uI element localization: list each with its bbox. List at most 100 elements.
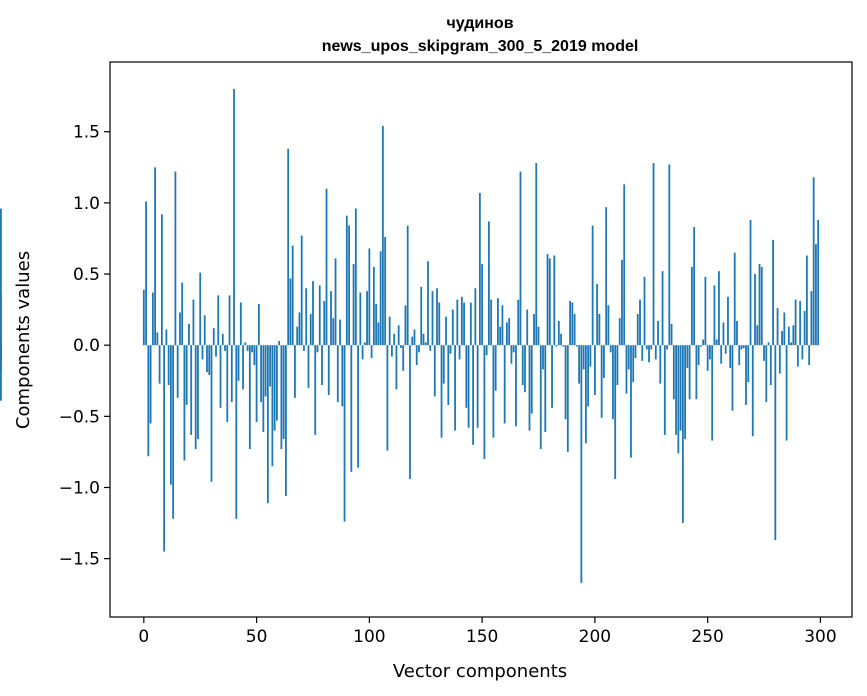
bar-78 — [318, 285, 321, 346]
bar-171 — [528, 345, 531, 431]
bar-39 — [230, 345, 233, 403]
bar-75 — [312, 281, 314, 346]
bar-146 — [472, 345, 474, 445]
bar-168 — [521, 345, 524, 386]
bar-273 — [758, 264, 761, 346]
bar-214 — [625, 345, 628, 394]
bar-178 — [544, 345, 547, 432]
bar-177 — [542, 345, 544, 370]
bar-151 — [483, 345, 486, 460]
bar-225 — [650, 345, 653, 350]
bar-31 — [212, 328, 215, 346]
bar-283 — [781, 330, 783, 346]
bar-95 — [357, 345, 359, 468]
bar-143 — [465, 345, 468, 408]
bar-165 — [515, 345, 517, 427]
bar-13 — [172, 345, 175, 519]
bar-275 — [763, 345, 765, 361]
bar-122 — [418, 345, 420, 353]
bar-293 — [803, 311, 806, 346]
bar-134 — [445, 316, 447, 346]
bar-113 — [397, 325, 400, 346]
bar-235 — [672, 345, 675, 400]
bar-217 — [632, 345, 635, 383]
bar-136 — [449, 345, 452, 354]
bar-234 — [670, 323, 673, 346]
bar-33 — [217, 295, 220, 346]
bar-159 — [501, 305, 504, 346]
bar-128 — [431, 291, 434, 346]
bar-21 — [190, 345, 193, 435]
bar-244 — [693, 227, 696, 346]
bar-285 — [785, 345, 788, 441]
bar-101 — [370, 345, 373, 358]
bar-12 — [169, 345, 172, 485]
plot-frame — [109, 61, 853, 618]
bar-116 — [404, 305, 407, 346]
bar-298 — [815, 244, 817, 346]
bar-99 — [366, 291, 368, 346]
bar-25 — [199, 272, 202, 346]
bar-267 — [745, 345, 747, 405]
bar-231 — [663, 345, 666, 435]
bar-166 — [517, 299, 520, 346]
bar-42 — [237, 345, 240, 381]
bar-69 — [298, 312, 301, 346]
bar-262 — [733, 252, 736, 346]
bar-247 — [699, 345, 702, 347]
bar-226 — [652, 163, 655, 346]
bar-45 — [244, 342, 247, 346]
bar-series — [0, 89, 820, 583]
bar-1 — [145, 201, 147, 346]
bar-263 — [736, 321, 738, 346]
bar-239 — [681, 345, 684, 524]
bar-242 — [688, 345, 691, 400]
bar-135 — [447, 345, 450, 405]
bar-139 — [456, 299, 459, 346]
bar-24 — [197, 345, 199, 440]
bar-156 — [494, 345, 497, 391]
bar-47 — [248, 345, 251, 450]
bar-56 — [269, 345, 272, 387]
bar-109 — [388, 316, 391, 346]
bar-236 — [675, 345, 677, 435]
bar-202 — [598, 313, 601, 346]
bar-77 — [316, 345, 319, 353]
bar-227 — [654, 345, 657, 360]
bar-84 — [332, 318, 335, 346]
bar-37 — [226, 345, 229, 423]
bar-167 — [519, 171, 522, 346]
bar-133 — [442, 345, 445, 384]
bar-43 — [239, 302, 242, 346]
bar-undefined — [0, 208, 2, 346]
bar-241 — [686, 345, 689, 368]
bar-129 — [433, 345, 436, 397]
bar-32 — [215, 345, 217, 357]
bar-201 — [596, 284, 599, 346]
bar-9 — [163, 345, 166, 552]
bar-137 — [451, 309, 454, 346]
bar-176 — [539, 345, 542, 450]
bar-123 — [420, 286, 423, 346]
bar-27 — [203, 315, 206, 346]
bar-278 — [769, 345, 772, 386]
bar-131 — [438, 302, 441, 346]
bar-58 — [273, 345, 276, 431]
bar-103 — [375, 303, 378, 346]
y-tick-label: 1.5 — [73, 123, 100, 143]
x-axis-label: Vector components — [393, 661, 567, 682]
bar-297 — [812, 177, 815, 346]
bar-246 — [697, 345, 700, 366]
bar-155 — [492, 345, 495, 438]
bar-258 — [724, 345, 727, 354]
bar-49 — [253, 345, 256, 366]
bar-124 — [422, 333, 425, 346]
bar-145 — [469, 302, 472, 346]
bar-89 — [343, 345, 346, 522]
bar-182 — [553, 255, 556, 346]
bar-199 — [591, 225, 594, 346]
bar-169 — [524, 345, 526, 393]
bar-216 — [630, 345, 632, 458]
bar-55 — [266, 345, 269, 504]
